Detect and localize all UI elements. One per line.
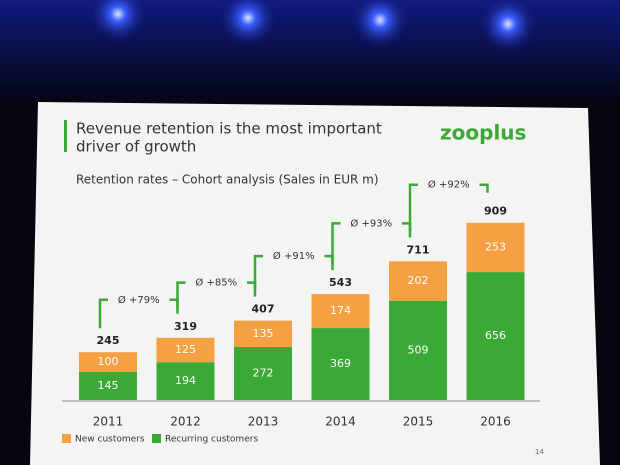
legend-label: New customers — [75, 435, 145, 445]
segment-label: 509 — [408, 343, 429, 356]
segment-label: 202 — [408, 274, 429, 287]
segment-label: 135 — [253, 327, 274, 340]
bar-segment — [389, 300, 447, 400]
light — [88, 0, 148, 44]
growth-annotation: Ø +92% — [428, 179, 470, 191]
segment-label: 125 — [175, 343, 196, 356]
segment-label: 145 — [98, 379, 119, 392]
x-tick-label: 2013 — [248, 415, 279, 429]
x-tick-label: 2014 — [325, 415, 356, 429]
growth-bracket — [408, 183, 489, 238]
bar-segment — [311, 328, 370, 400]
total-label: 245 — [97, 334, 120, 347]
growth-annotation: Ø +85% — [195, 277, 237, 289]
light — [478, 0, 538, 54]
x-tick-label: 2015 — [403, 415, 434, 429]
bar-segment — [234, 320, 292, 347]
bar-segment — [79, 371, 137, 400]
segment-label: 272 — [253, 366, 274, 379]
legend-label: Recurring customers — [165, 435, 258, 445]
bar-segment — [466, 272, 525, 400]
segment-label: 174 — [330, 304, 351, 317]
growth-annotation: Ø +79% — [118, 294, 160, 306]
segment-label: 369 — [330, 357, 351, 370]
x-tick-label: 2011 — [93, 415, 124, 429]
page-number: 14 — [535, 448, 544, 456]
bar-segment — [156, 362, 215, 400]
subtitle: Retention rates – Cohort analysis (Sales… — [76, 173, 379, 187]
growth-annotation: Ø +93% — [350, 217, 392, 229]
bar-segment — [79, 352, 137, 372]
legend-swatch — [62, 434, 71, 443]
title: driver of growth — [76, 138, 196, 156]
segment-label: 194 — [175, 374, 196, 387]
segment-label: 656 — [485, 329, 506, 342]
total-label: 319 — [174, 320, 197, 333]
segment-label: 253 — [485, 240, 506, 253]
growth-annotation: Ø +91% — [273, 250, 315, 262]
total-label: 711 — [407, 243, 430, 256]
bar-segment — [466, 222, 525, 273]
title: Revenue retention is the most important — [76, 120, 382, 138]
total-label: 407 — [252, 303, 275, 316]
light — [218, 0, 278, 48]
total-label: 543 — [329, 276, 352, 289]
x-tick-label: 2016 — [480, 415, 511, 429]
segment-label: 100 — [98, 355, 119, 368]
total-label: 909 — [484, 205, 507, 218]
title-accent — [64, 120, 67, 152]
bar-segment — [311, 294, 370, 329]
logo: zooplus — [440, 121, 526, 145]
bar-segment — [234, 346, 292, 400]
bar-segment — [389, 261, 447, 301]
legend-swatch — [152, 434, 161, 443]
bar-segment — [156, 337, 215, 363]
light — [350, 0, 410, 50]
x-tick-label: 2012 — [170, 415, 201, 429]
